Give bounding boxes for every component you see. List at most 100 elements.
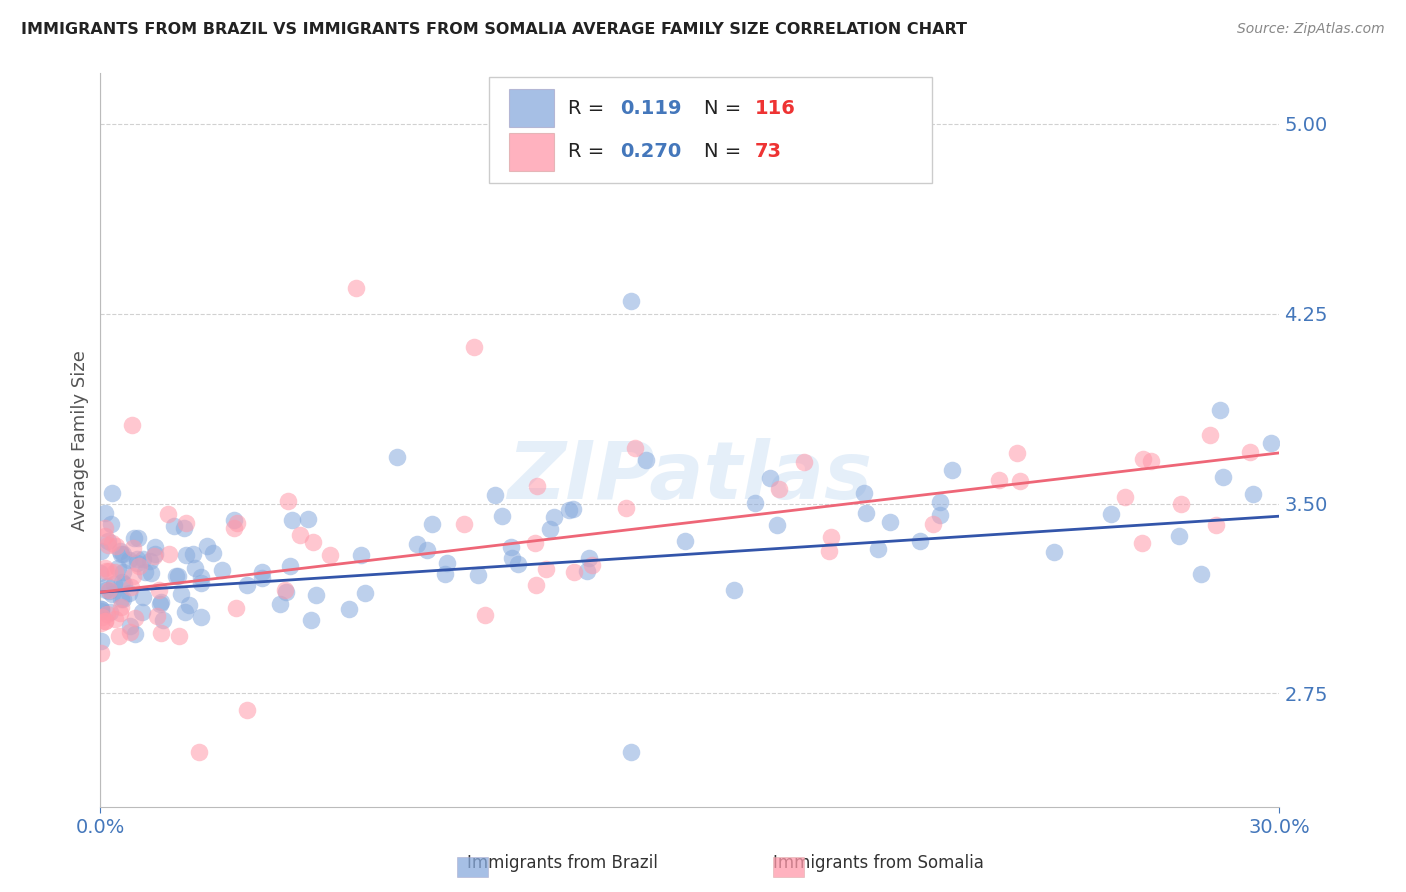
Point bbox=[623, 441, 645, 455]
Point bbox=[988, 473, 1011, 487]
Text: 116: 116 bbox=[755, 99, 796, 118]
Point bbox=[118, 624, 141, 639]
Point bbox=[793, 455, 815, 469]
Point bbox=[273, 582, 295, 597]
Point bbox=[855, 506, 877, 520]
Point bbox=[96, 607, 118, 621]
Text: 0.270: 0.270 bbox=[620, 142, 682, 161]
Point bbox=[538, 522, 561, 536]
Point bbox=[578, 551, 600, 566]
FancyBboxPatch shape bbox=[509, 89, 554, 128]
Point bbox=[744, 496, 766, 510]
Point bbox=[236, 577, 259, 591]
Point bbox=[125, 556, 148, 570]
Point bbox=[107, 629, 129, 643]
Text: R =: R = bbox=[568, 99, 612, 118]
Text: 0.119: 0.119 bbox=[620, 99, 682, 118]
Point bbox=[165, 569, 187, 583]
Point bbox=[508, 557, 530, 571]
Point bbox=[1005, 446, 1028, 460]
Point bbox=[319, 548, 342, 562]
Point bbox=[100, 517, 122, 532]
Point bbox=[157, 547, 180, 561]
Point bbox=[211, 563, 233, 577]
Point bbox=[169, 629, 191, 643]
Point bbox=[768, 482, 790, 496]
Point bbox=[111, 575, 134, 590]
Point bbox=[765, 517, 787, 532]
Point bbox=[581, 558, 603, 572]
Text: Immigrants from Brazil: Immigrants from Brazil bbox=[467, 855, 658, 872]
Point bbox=[202, 546, 225, 560]
Point bbox=[1239, 445, 1261, 459]
Point bbox=[1130, 536, 1153, 550]
Point bbox=[139, 566, 162, 581]
Point bbox=[181, 547, 204, 561]
Point bbox=[97, 534, 120, 549]
Point bbox=[90, 610, 112, 624]
Text: Source: ZipAtlas.com: Source: ZipAtlas.com bbox=[1237, 22, 1385, 37]
FancyBboxPatch shape bbox=[509, 133, 554, 170]
Point bbox=[281, 513, 304, 527]
Text: R =: R = bbox=[568, 142, 612, 161]
Point bbox=[1212, 470, 1234, 484]
Point bbox=[820, 530, 842, 544]
Point bbox=[474, 607, 496, 622]
Point bbox=[929, 495, 952, 509]
Y-axis label: Average Family Size: Average Family Size bbox=[72, 350, 89, 531]
Point bbox=[187, 745, 209, 759]
Point bbox=[142, 549, 165, 563]
Point bbox=[1241, 487, 1264, 501]
Text: IMMIGRANTS FROM BRAZIL VS IMMIGRANTS FROM SOMALIA AVERAGE FAMILY SIZE CORRELATIO: IMMIGRANTS FROM BRAZIL VS IMMIGRANTS FRO… bbox=[21, 22, 967, 37]
Point bbox=[173, 605, 195, 619]
Point bbox=[305, 588, 328, 602]
Point bbox=[344, 281, 367, 295]
Point bbox=[224, 521, 246, 535]
Point bbox=[420, 517, 443, 532]
Point bbox=[620, 745, 643, 759]
Point bbox=[173, 521, 195, 535]
Text: N =: N = bbox=[704, 99, 748, 118]
Point bbox=[94, 521, 117, 535]
Point bbox=[94, 583, 117, 598]
Point bbox=[276, 584, 298, 599]
Point bbox=[110, 599, 132, 614]
Point bbox=[524, 577, 547, 591]
Point bbox=[463, 339, 485, 353]
Point bbox=[103, 577, 125, 591]
Point bbox=[350, 548, 373, 562]
Point bbox=[98, 584, 121, 599]
Point bbox=[526, 478, 548, 492]
Point bbox=[288, 528, 311, 542]
Point bbox=[1168, 529, 1191, 543]
Point bbox=[636, 452, 658, 467]
Point bbox=[453, 516, 475, 531]
Point bbox=[104, 539, 127, 553]
Point bbox=[1209, 402, 1232, 417]
Point bbox=[152, 613, 174, 627]
Text: Immigrants from Somalia: Immigrants from Somalia bbox=[773, 855, 984, 872]
Point bbox=[562, 565, 585, 579]
Point bbox=[853, 486, 876, 500]
Point bbox=[90, 601, 112, 615]
Point bbox=[100, 586, 122, 600]
Point bbox=[910, 533, 932, 548]
Point bbox=[127, 552, 149, 566]
Point bbox=[120, 580, 142, 594]
Point bbox=[101, 536, 124, 550]
Point bbox=[1132, 451, 1154, 466]
Point bbox=[94, 506, 117, 520]
Point bbox=[117, 552, 139, 566]
FancyBboxPatch shape bbox=[489, 77, 932, 183]
Point bbox=[499, 540, 522, 554]
Point bbox=[190, 570, 212, 584]
Point bbox=[620, 293, 643, 308]
Point bbox=[107, 561, 129, 575]
Point bbox=[524, 535, 547, 549]
Point bbox=[190, 610, 212, 624]
Point bbox=[124, 627, 146, 641]
Point bbox=[558, 503, 581, 517]
Point bbox=[879, 515, 901, 529]
Point bbox=[89, 566, 111, 580]
Point bbox=[112, 577, 135, 591]
